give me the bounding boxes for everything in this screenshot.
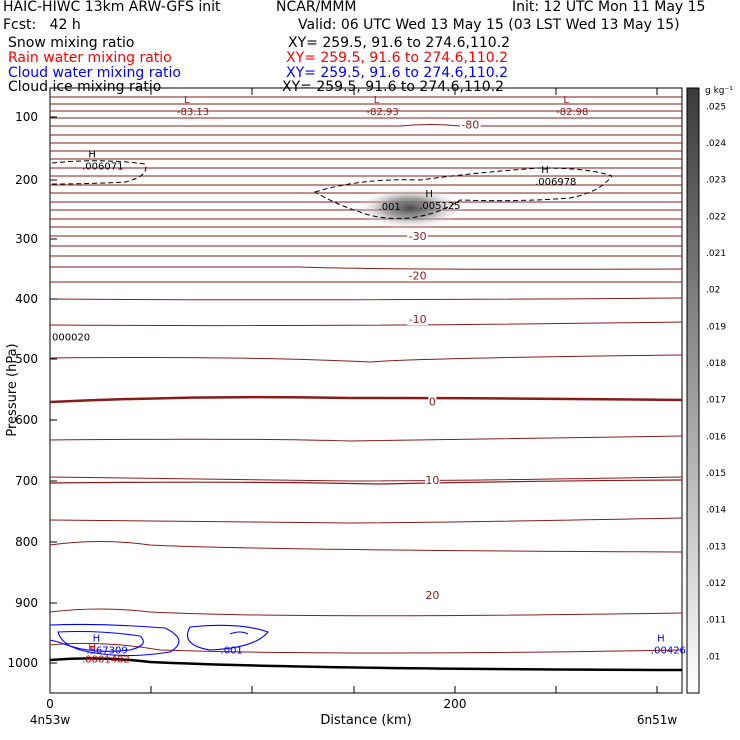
y-tick-label: 200: [15, 173, 38, 187]
colorbar-level-label: .014: [706, 506, 726, 516]
extremum-value: .005125: [419, 201, 460, 212]
isotherm-label-bg: [425, 475, 440, 487]
valid-time: Valid: 06 UTC Wed 13 May 15 (03 LST Wed …: [298, 17, 680, 33]
extremum-marker: H: [657, 634, 665, 645]
colorbar-level-label: .019: [706, 322, 726, 332]
cloud-ice-shading: [355, 186, 465, 230]
y-tick-label: 400: [15, 292, 38, 306]
isotherm-label-bg: [407, 231, 428, 243]
colorbar-level-label: .017: [706, 396, 726, 406]
isotherm-10: [49, 479, 683, 485]
field-label-snow: Snow mixing ratio: [8, 35, 135, 51]
extremum-marker: H: [93, 634, 101, 645]
field-xy-rain: XY= 259.5, 91.6 to 274.6,110.2: [286, 50, 509, 66]
x-tick-label: 200: [444, 697, 467, 711]
colorbar-level-label: .018: [706, 359, 726, 369]
x-endpoint-left: 4n53w: [30, 713, 71, 727]
colorbar-level-label: .012: [706, 579, 726, 589]
colorbar-level-label: .023: [706, 176, 726, 186]
extremum-marker: L: [563, 95, 569, 106]
y-tick-label: 800: [15, 535, 38, 549]
colorbar-level-label: .01: [706, 652, 720, 662]
colorbar-level-label: .013: [706, 542, 726, 552]
y-tick-label: 700: [15, 474, 38, 488]
extremum-value: .006071: [82, 162, 123, 173]
extremum-value: -82.93: [367, 107, 399, 118]
field-xy-cloud-ice: XY= 259.5, 91.6 to 274.6,110.2: [282, 79, 505, 95]
contour-label: .001: [221, 646, 243, 657]
extremum-value: .00426: [651, 646, 686, 657]
y-tick-label: 1000: [7, 656, 38, 670]
zero-isotherm: [49, 395, 683, 404]
colorbar-unit: g kg⁻¹: [705, 86, 733, 96]
field-xy-snow: XY= 259.5, 91.6 to 274.6,110.2: [288, 35, 511, 51]
isotherm-lines: [49, 96, 683, 654]
colorbar-level-label: .015: [706, 469, 726, 479]
isotherm-label-bg: [407, 314, 428, 326]
org-label: NCAR/MMM: [276, 0, 357, 15]
isotherm-label-bg: [425, 589, 440, 601]
y-tick-label: 100: [15, 110, 38, 124]
isotherm-label-bg: [459, 119, 481, 131]
snow-contours: [51, 160, 613, 219]
isotherm-label: 20: [425, 589, 439, 602]
isotherm-label: -10: [409, 313, 427, 326]
isotherm-label: -80: [461, 118, 479, 131]
chart-title: HAIC-HIWC 13km ARW-GFS init: [3, 0, 221, 15]
y-tick-label: 300: [15, 232, 38, 246]
init-time: Init: 12 UTC Mon 11 May 15: [512, 0, 706, 15]
colorbar-level-label: .016: [706, 432, 726, 442]
colorbar: [686, 87, 700, 694]
plot-frame: [49, 87, 683, 694]
isotherm-label: 0: [429, 395, 436, 408]
field-label-rain: Rain water mixing ratio: [8, 50, 172, 66]
extremum-value: -82.98: [556, 107, 588, 118]
colorbar-level-label: .024: [706, 139, 726, 149]
y-axis-title: Pressure (hPa): [5, 343, 20, 436]
colorbar-level-label: .022: [706, 212, 726, 222]
forecast-hour: Fcst: 42 h: [3, 17, 81, 33]
extremum-value: .0001482: [82, 655, 130, 666]
terrain-line: [49, 657, 683, 672]
colorbar-level-label: .011: [706, 616, 726, 626]
cloud-water-contours: [49, 623, 269, 657]
isotherm-label: -20: [409, 270, 427, 283]
extremum-marker: H: [541, 165, 549, 176]
contour-label: 000020: [52, 332, 90, 343]
extremum-marker: L: [374, 95, 380, 106]
field-xy-cloud-water: XY= 259.5, 91.6 to 274.6,110.2: [286, 65, 509, 81]
y-tick-label: 500: [15, 352, 38, 366]
extremum-marker: H: [88, 150, 96, 161]
extremum-marker: L: [184, 95, 190, 106]
colorbar-level-label: .025: [706, 102, 726, 112]
extremum-value: -83.13: [177, 107, 209, 118]
extremum-value: .567309: [86, 646, 127, 657]
extremum-marker: H: [425, 189, 433, 200]
extremum-value: .006978: [535, 177, 576, 188]
isotherm-label: 10: [425, 474, 439, 487]
x-tick-label: 0: [46, 697, 54, 711]
field-label-cloud-water: Cloud water mixing ratio: [8, 65, 181, 81]
contour-label: .001: [379, 202, 401, 213]
isotherm-label-bg: [428, 396, 437, 408]
x-endpoint-right: 6n51w: [637, 713, 678, 727]
isotherm-label: -30: [409, 230, 427, 243]
axis-ticks: [50, 88, 658, 693]
colorbar-level-label: .021: [706, 249, 726, 259]
x-axis-title: Distance (km): [320, 713, 411, 728]
y-tick-label: 600: [15, 413, 38, 427]
field-label-cloud-ice: Cloud ice mixing ratio: [8, 79, 162, 95]
y-tick-label: 900: [15, 596, 38, 610]
extremum-marker: H: [88, 643, 96, 654]
colorbar-level-label: .02: [706, 286, 720, 296]
isotherm-label-bg: [407, 270, 428, 282]
